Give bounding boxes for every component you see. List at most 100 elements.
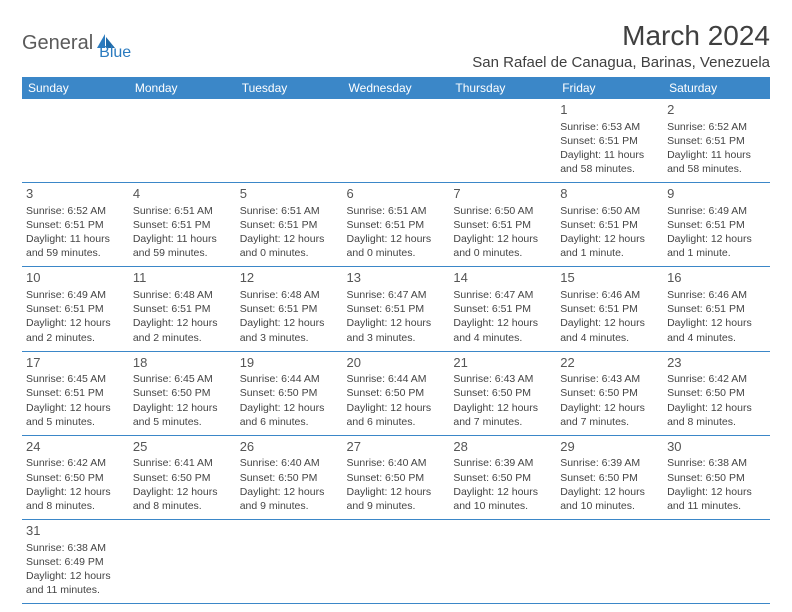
- day-info: Sunrise: 6:46 AMSunset: 6:51 PMDaylight:…: [667, 288, 766, 345]
- calendar-day-cell: 18Sunrise: 6:45 AMSunset: 6:50 PMDayligh…: [129, 351, 236, 435]
- calendar-day-cell: 30Sunrise: 6:38 AMSunset: 6:50 PMDayligh…: [663, 435, 770, 519]
- logo-text-general: General: [22, 32, 93, 55]
- calendar-day-cell: 9Sunrise: 6:49 AMSunset: 6:51 PMDaylight…: [663, 183, 770, 267]
- calendar-day-cell: 12Sunrise: 6:48 AMSunset: 6:51 PMDayligh…: [236, 267, 343, 351]
- day-info: Sunrise: 6:49 AMSunset: 6:51 PMDaylight:…: [667, 204, 766, 261]
- day-number: 31: [26, 522, 125, 540]
- weekday-header: Tuesday: [236, 77, 343, 99]
- calendar-empty-cell: [236, 520, 343, 604]
- weekday-header: Friday: [556, 77, 663, 99]
- day-info: Sunrise: 6:53 AMSunset: 6:51 PMDaylight:…: [560, 120, 659, 177]
- day-number: 30: [667, 438, 766, 456]
- calendar-day-cell: 8Sunrise: 6:50 AMSunset: 6:51 PMDaylight…: [556, 183, 663, 267]
- day-info: Sunrise: 6:41 AMSunset: 6:50 PMDaylight:…: [133, 456, 232, 513]
- day-number: 11: [133, 269, 232, 287]
- day-number: 18: [133, 354, 232, 372]
- day-number: 14: [453, 269, 552, 287]
- calendar-day-cell: 10Sunrise: 6:49 AMSunset: 6:51 PMDayligh…: [22, 267, 129, 351]
- day-number: 23: [667, 354, 766, 372]
- calendar-day-cell: 15Sunrise: 6:46 AMSunset: 6:51 PMDayligh…: [556, 267, 663, 351]
- day-info: Sunrise: 6:50 AMSunset: 6:51 PMDaylight:…: [560, 204, 659, 261]
- calendar-row: 10Sunrise: 6:49 AMSunset: 6:51 PMDayligh…: [22, 267, 770, 351]
- day-number: 13: [347, 269, 446, 287]
- calendar-empty-cell: [556, 520, 663, 604]
- day-info: Sunrise: 6:44 AMSunset: 6:50 PMDaylight:…: [240, 372, 339, 429]
- day-info: Sunrise: 6:52 AMSunset: 6:51 PMDaylight:…: [667, 120, 766, 177]
- calendar-day-cell: 4Sunrise: 6:51 AMSunset: 6:51 PMDaylight…: [129, 183, 236, 267]
- calendar-empty-cell: [22, 99, 129, 183]
- day-number: 20: [347, 354, 446, 372]
- header: General Blue March 2024 San Rafael de Ca…: [22, 20, 770, 71]
- calendar-day-cell: 19Sunrise: 6:44 AMSunset: 6:50 PMDayligh…: [236, 351, 343, 435]
- calendar-empty-cell: [449, 99, 556, 183]
- day-info: Sunrise: 6:50 AMSunset: 6:51 PMDaylight:…: [453, 204, 552, 261]
- day-number: 29: [560, 438, 659, 456]
- day-info: Sunrise: 6:47 AMSunset: 6:51 PMDaylight:…: [347, 288, 446, 345]
- calendar-day-cell: 29Sunrise: 6:39 AMSunset: 6:50 PMDayligh…: [556, 435, 663, 519]
- calendar-empty-cell: [449, 520, 556, 604]
- calendar-day-cell: 20Sunrise: 6:44 AMSunset: 6:50 PMDayligh…: [343, 351, 450, 435]
- day-info: Sunrise: 6:51 AMSunset: 6:51 PMDaylight:…: [240, 204, 339, 261]
- month-title: March 2024: [472, 20, 770, 52]
- day-info: Sunrise: 6:43 AMSunset: 6:50 PMDaylight:…: [560, 372, 659, 429]
- day-number: 24: [26, 438, 125, 456]
- day-info: Sunrise: 6:42 AMSunset: 6:50 PMDaylight:…: [667, 372, 766, 429]
- day-number: 12: [240, 269, 339, 287]
- calendar-header-row: SundayMondayTuesdayWednesdayThursdayFrid…: [22, 77, 770, 99]
- calendar-empty-cell: [236, 99, 343, 183]
- location-text: San Rafael de Canagua, Barinas, Venezuel…: [472, 54, 770, 71]
- day-info: Sunrise: 6:44 AMSunset: 6:50 PMDaylight:…: [347, 372, 446, 429]
- day-number: 19: [240, 354, 339, 372]
- calendar-row: 24Sunrise: 6:42 AMSunset: 6:50 PMDayligh…: [22, 435, 770, 519]
- day-number: 1: [560, 101, 659, 119]
- day-info: Sunrise: 6:39 AMSunset: 6:50 PMDaylight:…: [560, 456, 659, 513]
- day-info: Sunrise: 6:46 AMSunset: 6:51 PMDaylight:…: [560, 288, 659, 345]
- calendar-row: 31Sunrise: 6:38 AMSunset: 6:49 PMDayligh…: [22, 520, 770, 604]
- day-number: 2: [667, 101, 766, 119]
- day-info: Sunrise: 6:45 AMSunset: 6:51 PMDaylight:…: [26, 372, 125, 429]
- weekday-header: Sunday: [22, 77, 129, 99]
- calendar-table: SundayMondayTuesdayWednesdayThursdayFrid…: [22, 77, 770, 604]
- day-number: 10: [26, 269, 125, 287]
- day-info: Sunrise: 6:38 AMSunset: 6:50 PMDaylight:…: [667, 456, 766, 513]
- day-number: 27: [347, 438, 446, 456]
- day-number: 15: [560, 269, 659, 287]
- calendar-day-cell: 11Sunrise: 6:48 AMSunset: 6:51 PMDayligh…: [129, 267, 236, 351]
- calendar-day-cell: 31Sunrise: 6:38 AMSunset: 6:49 PMDayligh…: [22, 520, 129, 604]
- calendar-row: 3Sunrise: 6:52 AMSunset: 6:51 PMDaylight…: [22, 183, 770, 267]
- calendar-day-cell: 2Sunrise: 6:52 AMSunset: 6:51 PMDaylight…: [663, 99, 770, 183]
- calendar-day-cell: 21Sunrise: 6:43 AMSunset: 6:50 PMDayligh…: [449, 351, 556, 435]
- calendar-empty-cell: [129, 99, 236, 183]
- day-number: 17: [26, 354, 125, 372]
- header-right: March 2024 San Rafael de Canagua, Barina…: [472, 20, 770, 71]
- calendar-empty-cell: [343, 520, 450, 604]
- weekday-header: Monday: [129, 77, 236, 99]
- calendar-empty-cell: [129, 520, 236, 604]
- day-number: 8: [560, 185, 659, 203]
- day-number: 16: [667, 269, 766, 287]
- calendar-day-cell: 25Sunrise: 6:41 AMSunset: 6:50 PMDayligh…: [129, 435, 236, 519]
- calendar-day-cell: 23Sunrise: 6:42 AMSunset: 6:50 PMDayligh…: [663, 351, 770, 435]
- day-number: 6: [347, 185, 446, 203]
- day-info: Sunrise: 6:45 AMSunset: 6:50 PMDaylight:…: [133, 372, 232, 429]
- day-number: 22: [560, 354, 659, 372]
- day-info: Sunrise: 6:38 AMSunset: 6:49 PMDaylight:…: [26, 541, 125, 598]
- weekday-header: Thursday: [449, 77, 556, 99]
- day-info: Sunrise: 6:39 AMSunset: 6:50 PMDaylight:…: [453, 456, 552, 513]
- calendar-empty-cell: [343, 99, 450, 183]
- calendar-day-cell: 6Sunrise: 6:51 AMSunset: 6:51 PMDaylight…: [343, 183, 450, 267]
- day-number: 28: [453, 438, 552, 456]
- calendar-day-cell: 7Sunrise: 6:50 AMSunset: 6:51 PMDaylight…: [449, 183, 556, 267]
- calendar-day-cell: 13Sunrise: 6:47 AMSunset: 6:51 PMDayligh…: [343, 267, 450, 351]
- calendar-day-cell: 28Sunrise: 6:39 AMSunset: 6:50 PMDayligh…: [449, 435, 556, 519]
- calendar-day-cell: 17Sunrise: 6:45 AMSunset: 6:51 PMDayligh…: [22, 351, 129, 435]
- calendar-day-cell: 26Sunrise: 6:40 AMSunset: 6:50 PMDayligh…: [236, 435, 343, 519]
- day-info: Sunrise: 6:51 AMSunset: 6:51 PMDaylight:…: [133, 204, 232, 261]
- day-number: 7: [453, 185, 552, 203]
- day-info: Sunrise: 6:42 AMSunset: 6:50 PMDaylight:…: [26, 456, 125, 513]
- day-number: 5: [240, 185, 339, 203]
- day-info: Sunrise: 6:40 AMSunset: 6:50 PMDaylight:…: [347, 456, 446, 513]
- calendar-day-cell: 27Sunrise: 6:40 AMSunset: 6:50 PMDayligh…: [343, 435, 450, 519]
- calendar-row: 17Sunrise: 6:45 AMSunset: 6:51 PMDayligh…: [22, 351, 770, 435]
- weekday-header: Wednesday: [343, 77, 450, 99]
